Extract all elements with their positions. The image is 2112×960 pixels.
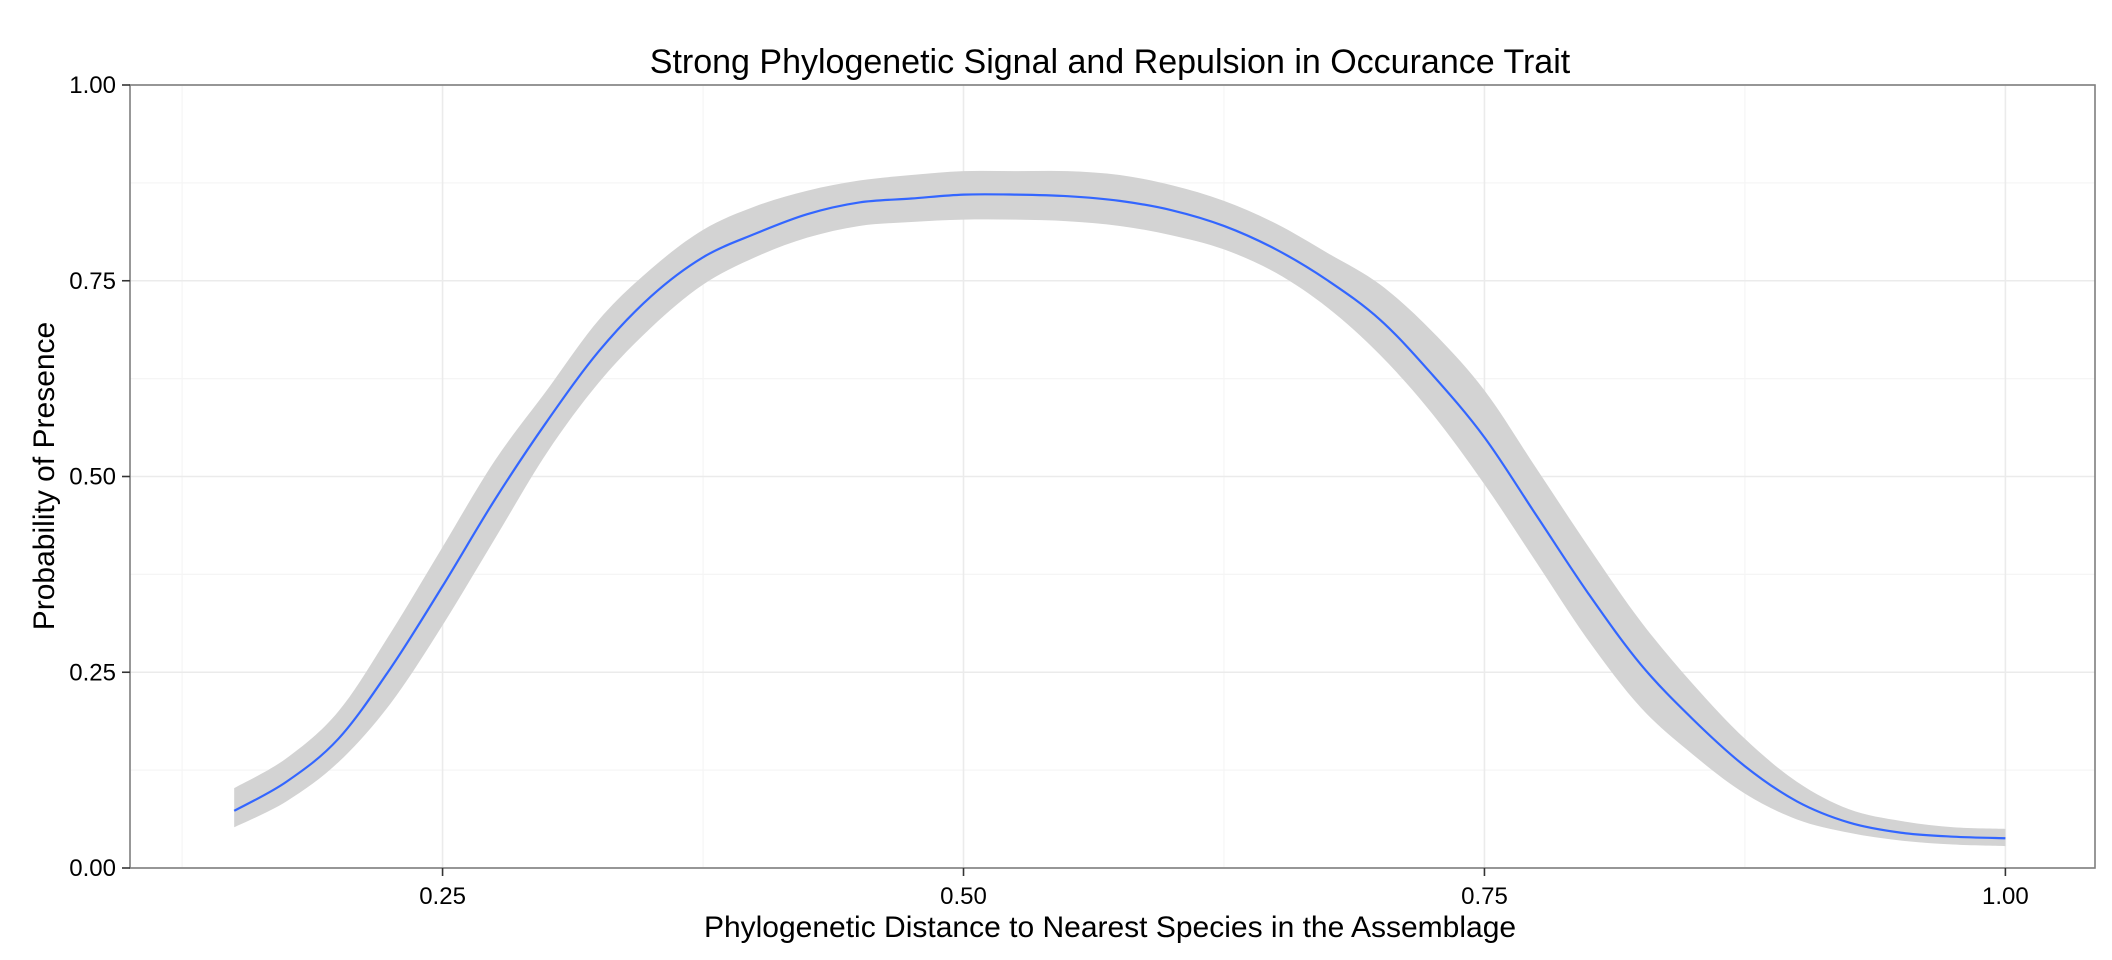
confidence-ribbon	[234, 170, 2006, 847]
fit-line	[233, 193, 2006, 840]
x-tick-label: 1.00	[1982, 883, 2029, 910]
y-tick-label: 1.00	[69, 72, 116, 99]
y-tick-label: 0.00	[69, 855, 116, 882]
x-tick-label: 0.75	[1461, 883, 1508, 910]
y-axis: 0.00 0.25 0.50 0.75 1.00	[69, 72, 130, 882]
chart-title: Strong Phylogenetic Signal and Repulsion…	[650, 43, 1571, 81]
x-tick-label: 0.50	[940, 883, 987, 910]
x-axis-title: Phylogenetic Distance to Nearest Species…	[704, 911, 1516, 944]
y-axis-title: Probability of Presence	[28, 322, 61, 631]
x-axis: 0.25 0.50 0.75 1.00	[419, 868, 2029, 910]
x-tick-label: 0.25	[419, 883, 466, 910]
plot-panel	[129, 84, 2096, 869]
y-tick-label: 0.25	[69, 659, 116, 686]
y-tick-label: 0.50	[69, 464, 116, 491]
y-tick-label: 0.75	[69, 268, 116, 295]
